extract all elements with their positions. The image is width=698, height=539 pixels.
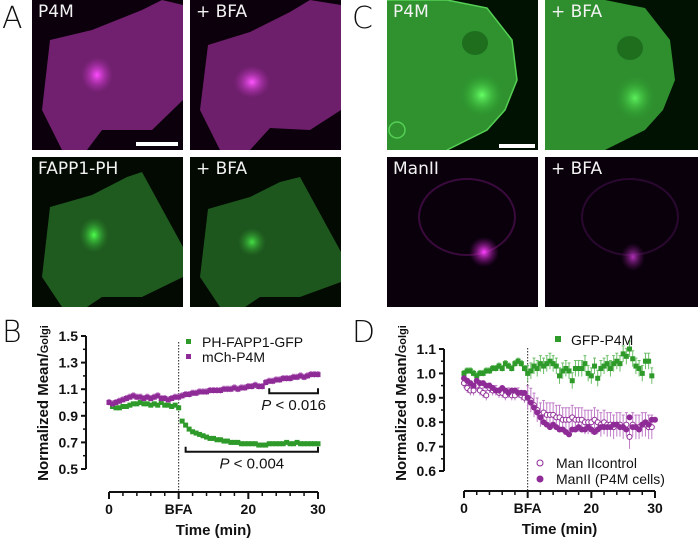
y-tick-label: 0.7 xyxy=(59,434,79,450)
cell-image-magenta xyxy=(42,0,183,150)
x-tick-label: 0 xyxy=(460,500,468,516)
scale-bar xyxy=(499,144,535,148)
series-gfp-p4m xyxy=(461,340,655,389)
x-tick-label: 20 xyxy=(584,500,600,516)
micrograph-c-manii: ManII xyxy=(387,157,538,307)
y-tick-label: 1.0 xyxy=(417,365,437,381)
y-tick-label: 1.1 xyxy=(417,341,437,357)
micrograph-a-fapp1: FAPP1-PH xyxy=(32,157,183,307)
y-tick-label: 0.9 xyxy=(417,390,437,406)
legend-label: mCh-P4M xyxy=(202,349,265,365)
panel-letter-d: D xyxy=(352,315,376,350)
legend-marker xyxy=(186,354,191,359)
y-tick-label: 0.5 xyxy=(59,461,79,477)
y-tick-label: 1.5 xyxy=(59,328,79,344)
legend-marker xyxy=(536,459,544,467)
micrograph-c-manii-bfa: + BFA xyxy=(545,157,698,307)
image-label: ManII xyxy=(393,159,439,179)
y-tick-label: 0.6 xyxy=(417,463,437,479)
y-tick-label: 0.8 xyxy=(417,414,437,430)
p-value-label: P < 0.004 xyxy=(219,456,284,473)
x-tick-label: 20 xyxy=(241,501,257,517)
cell-image-magenta xyxy=(581,178,679,271)
x-tick-label: 30 xyxy=(310,501,326,517)
micrograph-a-p4m: P4M xyxy=(32,0,183,150)
cell-image-green xyxy=(387,0,518,150)
image-label: FAPP1-PH xyxy=(38,159,119,179)
y-tick-label: 1.1 xyxy=(59,381,79,397)
legend-marker xyxy=(555,336,561,342)
cell-image-green xyxy=(42,172,183,307)
panel-letter-b: B xyxy=(2,315,22,350)
cell-image-magenta xyxy=(418,178,516,267)
micrograph-c-p4m-bfa: + BFA xyxy=(545,0,698,150)
significance-bracket xyxy=(268,388,319,395)
legend-label: ManII (P4M cells) xyxy=(556,471,665,487)
image-label: + BFA xyxy=(551,159,603,179)
micrograph-a-p4m-bfa: + BFA xyxy=(190,0,341,150)
legend-marker xyxy=(536,475,544,483)
micrograph-a-fapp1-bfa: + BFA xyxy=(190,157,341,307)
x-axis-title: Time (min) xyxy=(176,522,252,539)
x-tick-label: BFA xyxy=(514,500,542,516)
x-tick-label: 0 xyxy=(105,501,113,517)
micrograph-c-p4m: P4M xyxy=(387,0,538,150)
chart-b: 1.5 1.3 1.1 0.9 0.7 0.5 0 BFA 20 30 Time (min) Norm… xyxy=(35,325,326,539)
x-axis-title: Time (min) xyxy=(522,521,598,538)
panel-letter-c: C xyxy=(352,1,373,36)
cell-image-green xyxy=(545,0,675,150)
x-tick-label: 30 xyxy=(647,500,663,516)
cell-image-green xyxy=(200,177,341,307)
panel-letter-a: A xyxy=(2,1,23,36)
image-label: P4M xyxy=(38,2,74,22)
legend-marker xyxy=(186,339,191,344)
y-axis-title: Normalized Mean/Golgi xyxy=(393,325,410,481)
x-tick-label: BFA xyxy=(165,501,193,517)
legend-label: GFP-P4M xyxy=(571,332,633,348)
y-tick-label: 1.3 xyxy=(59,355,79,371)
image-label: + BFA xyxy=(196,2,248,22)
series-manii-p4m-cells- xyxy=(461,375,658,438)
image-label: P4M xyxy=(393,2,429,22)
series-ph-fapp1-gfp xyxy=(106,400,321,448)
y-axis-title: Normalized Mean/Golgi xyxy=(35,325,52,481)
scale-bar xyxy=(136,142,178,146)
legend-label: Man IIcontrol xyxy=(556,455,637,471)
significance-bracket xyxy=(184,446,319,453)
legend-label: PH-FAPP1-GFP xyxy=(202,334,303,350)
p-value-label: P < 0.016 xyxy=(261,397,326,414)
image-label: + BFA xyxy=(551,2,603,22)
image-label: + BFA xyxy=(196,159,248,179)
cell-image-magenta xyxy=(200,0,341,150)
y-tick-label: 0.7 xyxy=(417,439,437,455)
y-tick-label: 0.9 xyxy=(59,408,79,424)
series-mch-p4m xyxy=(106,371,321,407)
